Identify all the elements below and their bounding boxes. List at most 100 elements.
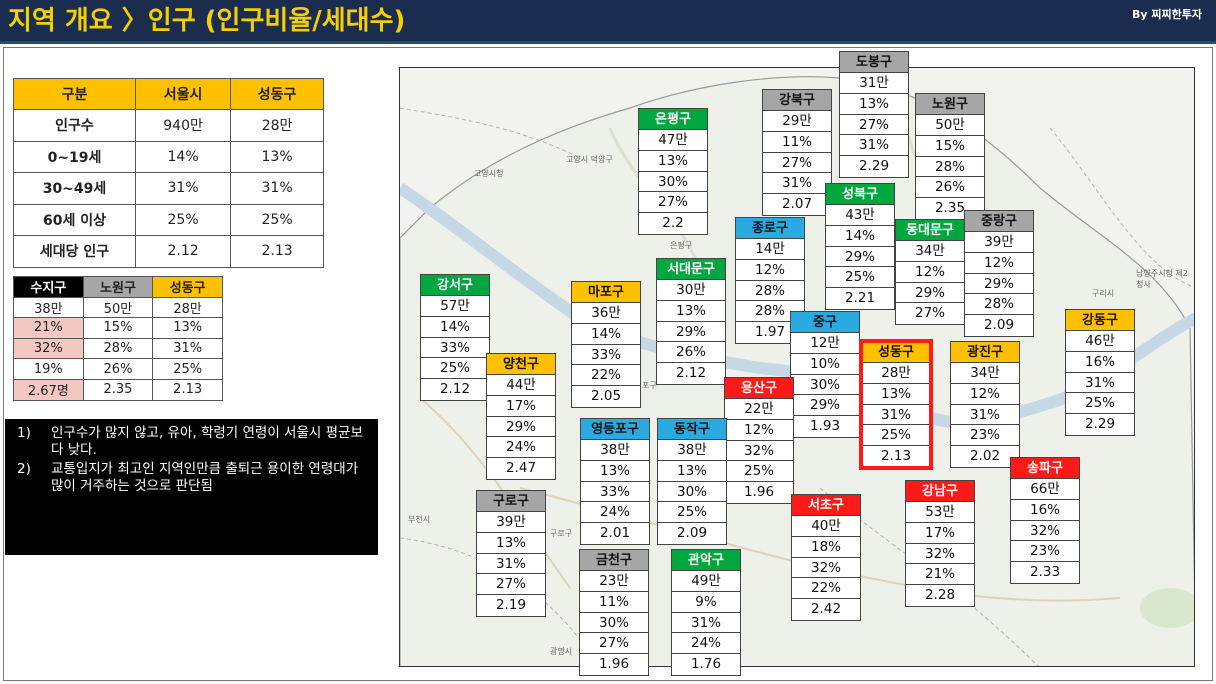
compare-table: 수지구 노원구 성동구 38만 50만 28만 21% 15% 13% 32% … <box>13 276 223 401</box>
district-value: 15% <box>916 136 984 157</box>
compare-cell: 2.35 <box>82 378 154 401</box>
district-value: 2.07 <box>781 196 813 213</box>
district-name: 성동구 <box>862 342 930 363</box>
district-name: 용산구 <box>725 378 793 399</box>
district-name: 강남구 <box>906 481 974 502</box>
district-value: 53만 <box>906 502 974 523</box>
district-value: 39만 <box>965 232 1033 253</box>
compare-row: 21% 15% 13% <box>13 317 223 339</box>
district-guro: 구로구 39만 13% 31% 27% 2.19 <box>476 490 546 617</box>
district-yongsan: 용산구 22만 12% 32% 25% 1.96 <box>724 377 794 504</box>
district-value: 13% <box>639 151 707 172</box>
summary-row: 세대당 인구 2.12 2.13 <box>13 235 324 268</box>
compare-cell: 28만 <box>152 296 223 319</box>
compare-cell: 50만 <box>82 296 154 319</box>
district-value: 2.02 <box>969 448 1001 465</box>
summary-row-label: 0~19세 <box>13 140 136 173</box>
district-value: 11% <box>763 132 831 153</box>
note-text: 교통입지가 최고인 지역인만큼 출퇴근 용이한 연령대가 많이 거주하는 것으로… <box>51 461 359 494</box>
district-value: 34만 <box>951 363 1019 384</box>
district-value: 34만 <box>896 241 964 262</box>
compare-row: 19% 26% 25% <box>13 358 223 380</box>
district-name: 강서구 <box>421 275 489 296</box>
district-value: 29% <box>657 322 725 343</box>
district-value: 22만 <box>725 399 793 420</box>
district-value: 2.2 <box>662 215 684 232</box>
district-value: 29% <box>791 395 859 417</box>
district-name: 중랑구 <box>965 211 1033 232</box>
district-name: 도봉구 <box>840 52 908 73</box>
district-value: 44만 <box>487 375 555 396</box>
district-value: 26% <box>657 342 725 364</box>
summary-seongdong-value: 2.13 <box>230 235 324 268</box>
district-value: 33% <box>581 482 649 503</box>
district-value: 13% <box>477 533 545 554</box>
district-value: 25% <box>725 461 793 483</box>
district-value: 13% <box>581 461 649 482</box>
district-value: 66만 <box>1011 479 1079 500</box>
district-name: 구로구 <box>477 491 545 512</box>
compare-cell: 32% <box>13 337 84 360</box>
district-nowon: 노원구 50만 15% 28% 26% 2.35 <box>915 93 985 220</box>
district-dongjak: 동작구 38만 13% 30% 25% 2.09 <box>657 418 727 545</box>
summary-row: 60세 이상 25% 25% <box>13 203 324 236</box>
district-value: 50만 <box>916 115 984 136</box>
district-value: 29% <box>965 274 1033 295</box>
district-value: 49만 <box>672 571 740 592</box>
district-name: 강동구 <box>1066 310 1134 331</box>
district-gangnam: 강남구 53만 17% 32% 21% 2.28 <box>905 480 975 607</box>
map-label: 광명시 <box>550 647 573 656</box>
district-value: 27% <box>914 305 945 322</box>
district-value: 13% <box>657 301 725 322</box>
district-name: 송파구 <box>1011 458 1079 479</box>
district-value: 27% <box>477 574 545 596</box>
district-value: 40만 <box>792 516 860 537</box>
summary-row-label: 60세 이상 <box>13 203 136 236</box>
district-value: 1.96 <box>743 484 775 501</box>
district-value: 31% <box>477 554 545 575</box>
summary-row: 30~49세 31% 31% <box>13 172 324 205</box>
district-value: 30% <box>791 375 859 396</box>
district-value: 29% <box>487 417 555 438</box>
district-value: 14만 <box>736 239 804 260</box>
compare-cell: 2.13 <box>152 378 223 401</box>
compare-cell: 19% <box>13 358 84 380</box>
map-label: 부천시 <box>408 515 431 524</box>
district-value: 31% <box>840 135 908 157</box>
district-value: 47만 <box>639 130 707 151</box>
district-name: 종로구 <box>736 218 804 239</box>
district-value: 31% <box>862 405 930 426</box>
summary-row-label: 인구수 <box>13 109 136 142</box>
compare-cell: 28% <box>82 337 154 360</box>
district-jongno: 종로구 14만 12% 28% 28% 1.97 <box>735 217 805 344</box>
district-value: 31만 <box>840 73 908 94</box>
district-value: 2.35 <box>934 200 966 217</box>
district-name: 노원구 <box>916 94 984 115</box>
compare-row: 2.67명 2.35 2.13 <box>13 378 223 401</box>
district-value: 12만 <box>791 333 859 354</box>
district-value: 2.47 <box>505 460 537 477</box>
district-value: 12% <box>725 420 793 441</box>
compare-cell: 25% <box>152 358 223 380</box>
district-value: 46만 <box>1066 331 1134 352</box>
compare-cell: 2.67명 <box>13 378 84 401</box>
note-number: 2) <box>17 461 31 477</box>
district-value: 32% <box>725 441 793 462</box>
summary-table: 구분 서울시 성동구 인구수 940만 28만 0~19세 14% 13% 30… <box>13 78 324 268</box>
district-value: 17% <box>906 523 974 544</box>
district-value: 1.97 <box>754 324 786 341</box>
district-value: 23% <box>951 425 1019 447</box>
district-name: 마포구 <box>572 282 640 303</box>
district-gwanak: 관악구 49만 9% 31% 24% 1.76 <box>671 549 741 676</box>
district-value: 27% <box>840 115 908 136</box>
district-name: 관악구 <box>672 550 740 571</box>
district-value: 16% <box>1066 352 1134 373</box>
summary-seongdong-value: 28만 <box>230 109 324 142</box>
district-value: 1.96 <box>598 656 630 673</box>
summary-seongdong-value: 31% <box>230 172 324 205</box>
district-value: 32% <box>792 558 860 579</box>
district-value: 30% <box>580 613 648 634</box>
summary-seongdong-value: 25% <box>230 203 324 236</box>
district-value: 2.13 <box>880 448 912 465</box>
compare-cell: 38만 <box>13 296 84 319</box>
